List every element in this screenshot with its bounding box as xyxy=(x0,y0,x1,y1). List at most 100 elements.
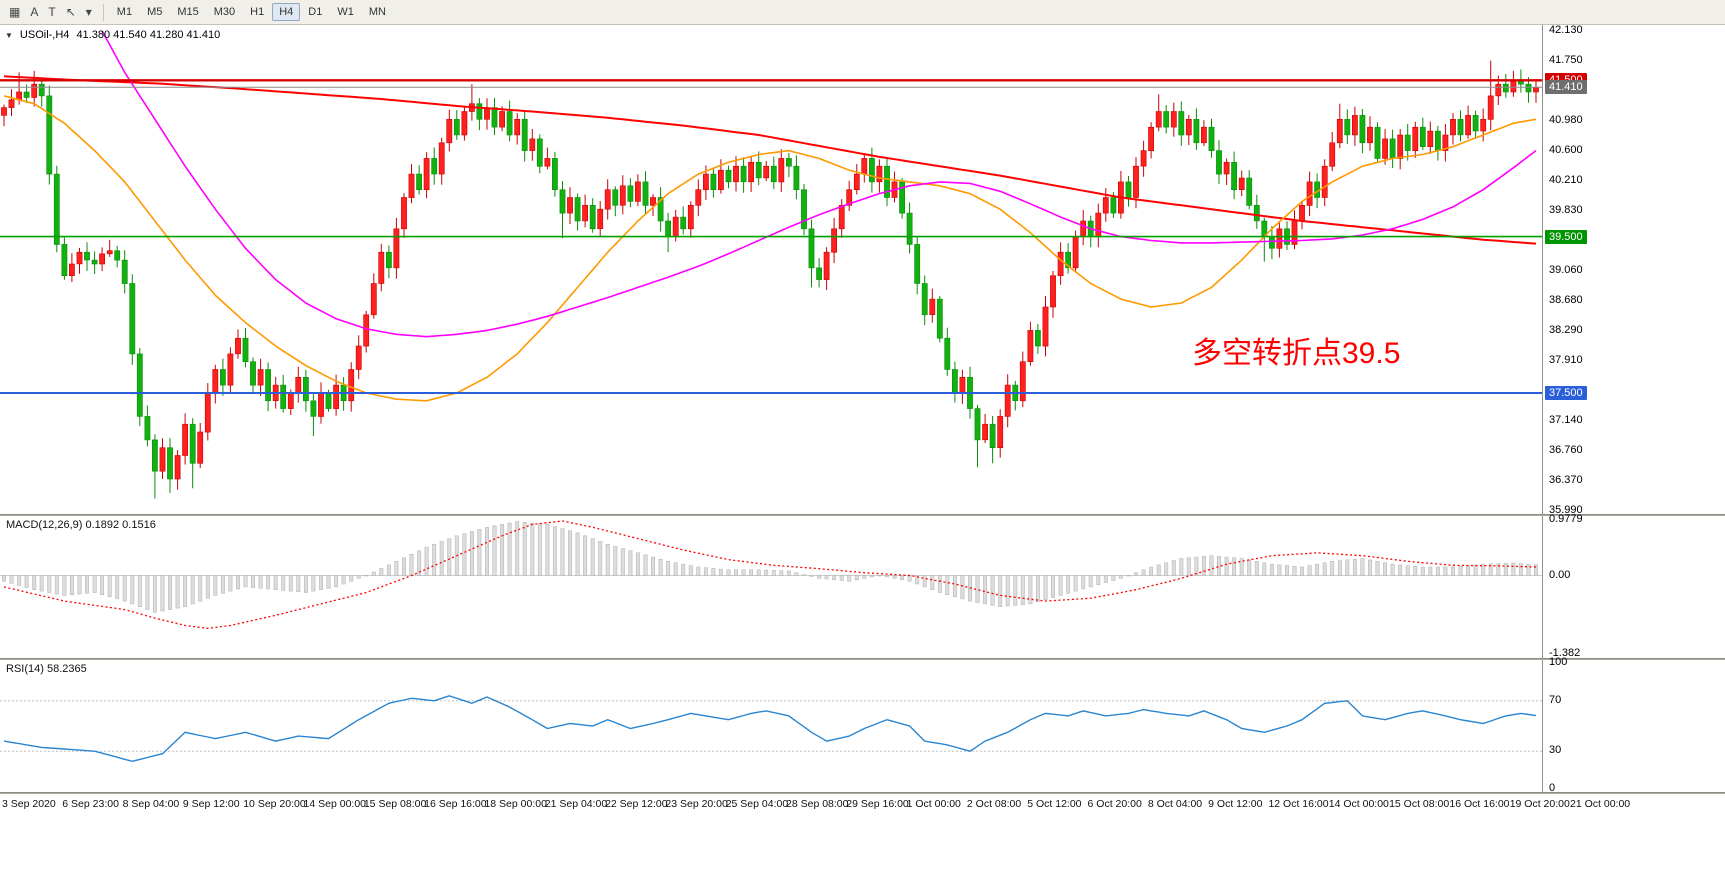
candle-body xyxy=(959,376,966,394)
candle-body xyxy=(1276,228,1283,249)
candle-body xyxy=(876,165,883,183)
macd-bar xyxy=(824,575,829,580)
candle-body xyxy=(242,337,249,363)
price-badge: 41.410 xyxy=(1545,80,1587,95)
timeframe-button-w1[interactable]: W1 xyxy=(337,6,354,18)
candle-body xyxy=(717,169,724,190)
price-tick: 36.760 xyxy=(1549,443,1583,456)
candle-body xyxy=(1178,111,1185,136)
timeframe-button-h1[interactable]: H1 xyxy=(250,6,265,18)
main-chart-canvas[interactable] xyxy=(0,25,1542,514)
text-label-tool-icon[interactable]: A xyxy=(30,5,39,19)
candle-body xyxy=(1155,111,1162,128)
text-tool-icon[interactable]: T xyxy=(48,5,56,19)
macd-bar xyxy=(1103,575,1108,583)
panel-separator[interactable] xyxy=(0,658,1725,660)
macd-bar xyxy=(545,524,550,576)
macd-bar xyxy=(1134,572,1138,576)
macd-bar xyxy=(560,528,565,576)
time-axis-label: 6 Oct 20:00 xyxy=(1087,798,1142,810)
candle-body xyxy=(1,107,7,116)
candle-body xyxy=(1253,205,1260,222)
candle-body xyxy=(491,107,498,128)
timeframe-button-m5[interactable]: M5 xyxy=(147,6,163,18)
macd-bar xyxy=(1224,556,1229,576)
candle-body xyxy=(1019,361,1026,402)
candle-body xyxy=(612,189,619,206)
macd-bar xyxy=(1066,575,1071,594)
chart-dropdown-icon[interactable]: ▼ xyxy=(5,30,13,40)
time-axis-label: 6 Sep 23:00 xyxy=(62,798,119,810)
time-axis-label: 14 Oct 00:00 xyxy=(1328,798,1389,810)
macd-bar xyxy=(1262,562,1267,576)
macd-axis-label: 0.00 xyxy=(1549,568,1571,581)
candle-bodies-layer xyxy=(1,79,1539,480)
macd-bar xyxy=(658,558,663,576)
macd-canvas[interactable] xyxy=(0,516,1542,658)
macd-bar xyxy=(673,562,678,576)
macd-bar xyxy=(288,575,293,592)
timeframe-bar: M1 M5 M15 M30 H1 H4 D1 W1 MN xyxy=(110,3,393,21)
candle-body xyxy=(84,251,90,261)
macd-bar xyxy=(575,532,580,576)
candle-body xyxy=(220,369,226,386)
price-tick: 35.990 xyxy=(1549,504,1583,516)
time-axis-label: 25 Sep 04:00 xyxy=(725,798,789,810)
timeframe-button-h4[interactable]: H4 xyxy=(272,3,301,21)
macd-bar xyxy=(1051,575,1055,598)
macd-bar xyxy=(258,575,263,589)
candle-body xyxy=(1465,115,1471,136)
candle-body xyxy=(793,165,800,190)
candle-body xyxy=(212,369,219,394)
candle-body xyxy=(1223,162,1230,175)
candle-body xyxy=(1208,126,1215,151)
timeframe-button-m1[interactable]: M1 xyxy=(116,6,133,18)
macd-bar xyxy=(1481,563,1486,576)
candle-body xyxy=(325,392,332,409)
price-tick: 39.060 xyxy=(1549,264,1583,276)
macd-bar xyxy=(1186,557,1191,576)
macd-bar xyxy=(1194,556,1199,576)
macd-bar xyxy=(1383,562,1388,576)
cursor-tool-icon[interactable]: ↖ xyxy=(65,5,76,19)
rsi-canvas[interactable] xyxy=(0,660,1542,792)
macd-bar xyxy=(371,571,376,576)
macd-bar xyxy=(1232,557,1237,576)
time-axis-label: 9 Oct 12:00 xyxy=(1208,798,1263,810)
macd-bar xyxy=(937,575,942,593)
timeframe-button-m15[interactable]: M15 xyxy=(177,6,199,18)
macd-bar xyxy=(228,575,233,592)
cursor-dropdown-caret-icon[interactable]: ▾ xyxy=(85,5,92,19)
time-axis-label: 18 Sep 00:00 xyxy=(484,798,547,810)
timeframe-button-mn[interactable]: MN xyxy=(368,6,386,18)
macd-bar xyxy=(417,550,422,576)
candle-body xyxy=(159,447,166,472)
macd-bar xyxy=(1503,563,1508,576)
macd-bar xyxy=(432,544,437,576)
timeframe-button-m30[interactable]: M30 xyxy=(213,6,236,18)
candle-body xyxy=(1269,236,1275,249)
macd-bar xyxy=(1035,575,1040,603)
macd-bar xyxy=(319,575,323,590)
macd-bar xyxy=(885,575,889,578)
macd-bar xyxy=(696,566,701,576)
panel-separator[interactable] xyxy=(0,514,1725,516)
macd-bar xyxy=(379,568,384,576)
candle-body xyxy=(929,298,936,316)
candle-body xyxy=(1442,134,1449,151)
timeframe-button-d1[interactable]: D1 xyxy=(308,6,323,18)
macd-bar xyxy=(605,544,610,576)
candle-body xyxy=(174,455,181,480)
candle-body xyxy=(884,165,890,198)
macd-bar xyxy=(990,575,995,606)
macd-bar xyxy=(635,552,640,576)
candle-body xyxy=(333,384,339,409)
candle-body xyxy=(1238,177,1245,190)
macd-bar xyxy=(1201,556,1206,576)
candle-body xyxy=(838,205,845,230)
candle-body xyxy=(733,165,739,183)
macd-bar xyxy=(643,554,648,576)
candle-body xyxy=(816,267,822,280)
chart-windows-icon[interactable]: ▦ xyxy=(9,5,21,19)
candle-body xyxy=(370,283,377,316)
